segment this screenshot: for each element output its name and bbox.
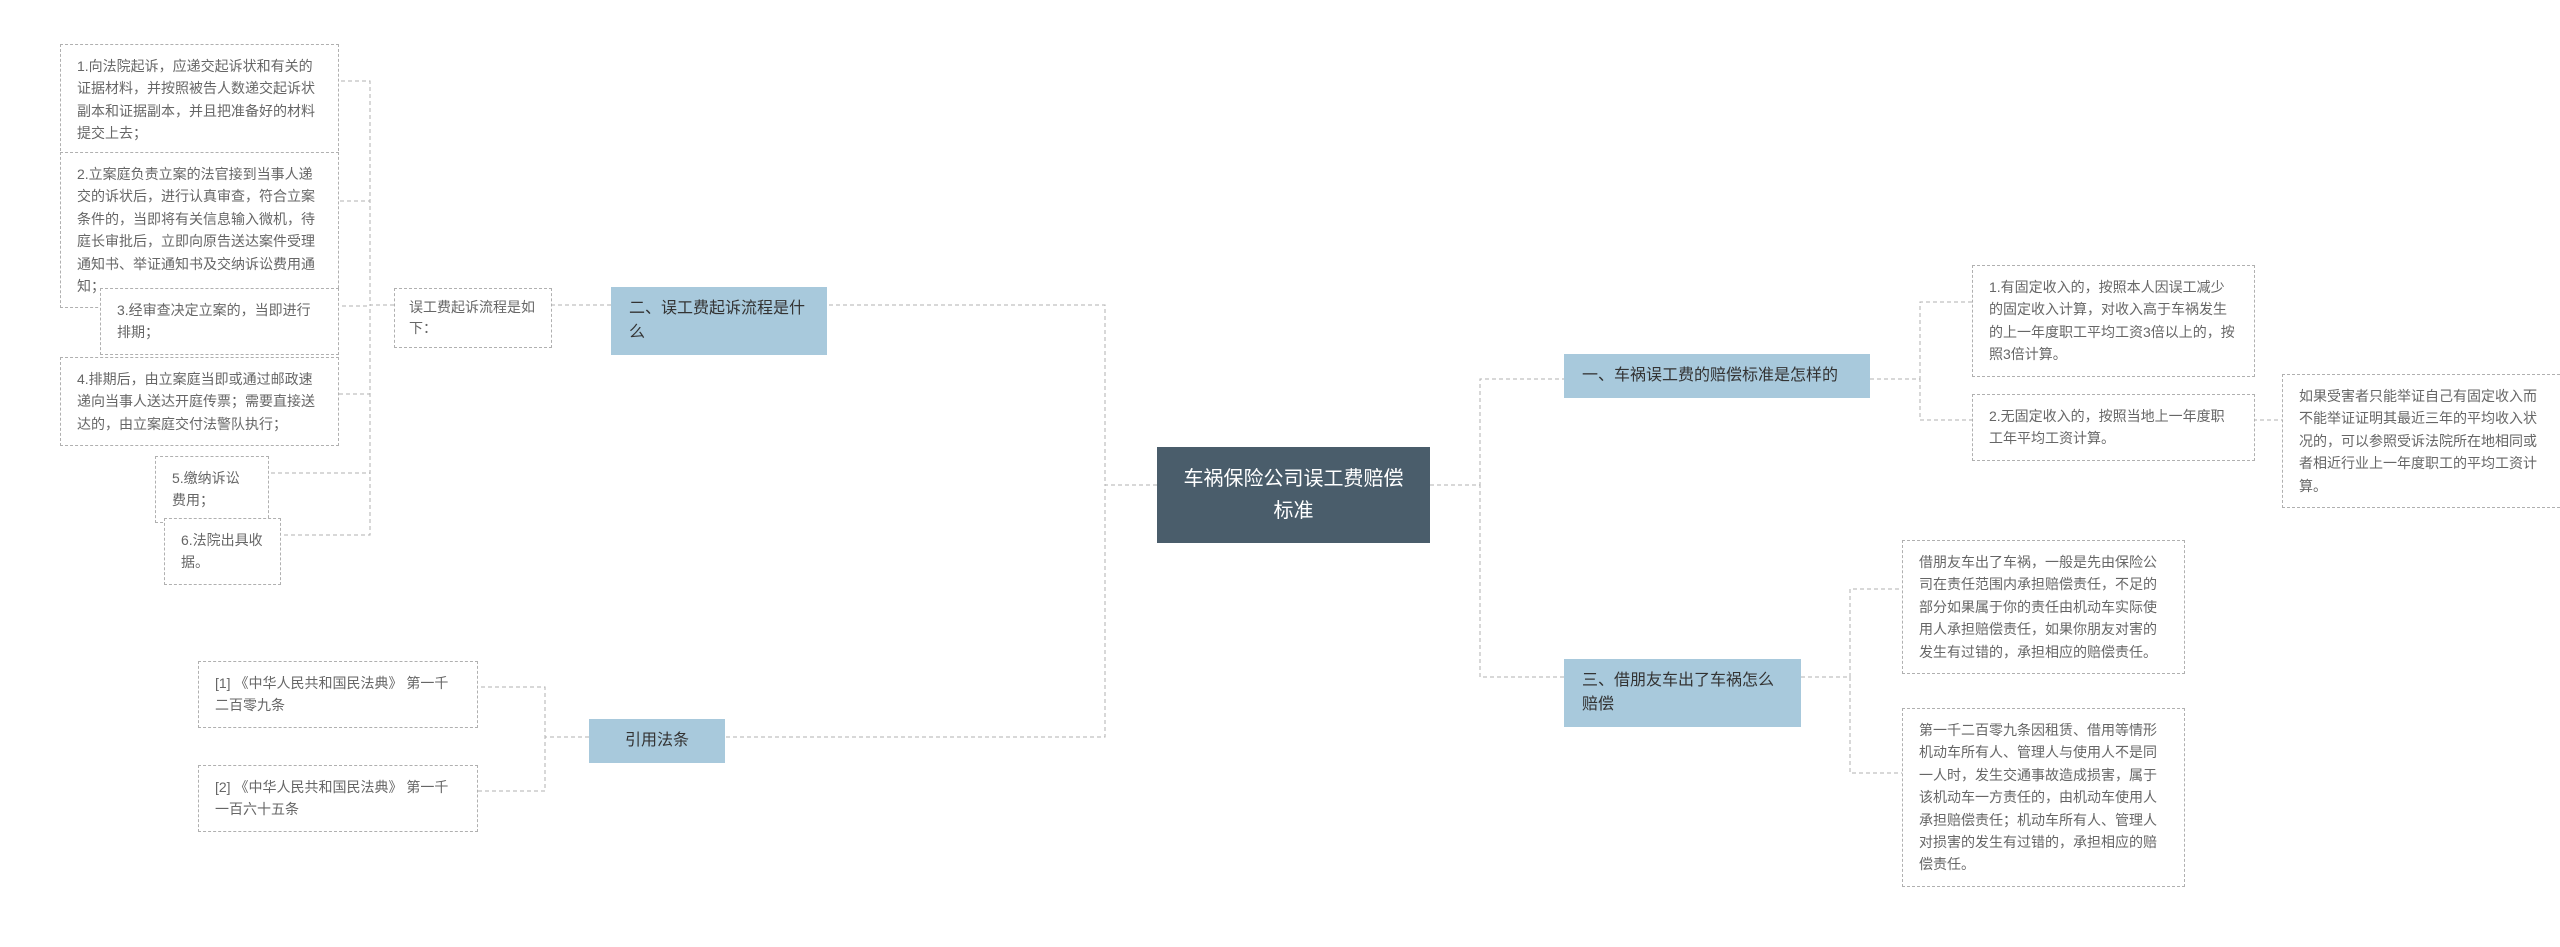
leaf-b2-2-text: 2.立案庭负责立案的法官接到当事人递交的诉状后，进行认真审查，符合立案条件的，当… [77, 166, 315, 294]
leaf-b2-4[interactable]: 4.排期后，由立案庭当即或通过邮政速递向当事人送达开庭传票；需要直接送达的，由立… [60, 357, 339, 446]
leaf-b4-2-text: [2] 《中华人民共和国民法典》 第一千一百六十五条 [215, 779, 448, 817]
leaf-b3-1[interactable]: 借朋友车出了车祸，一般是先由保险公司在责任范围内承担赔偿责任，不足的部分如果属于… [1902, 540, 2185, 674]
leaf-b1-2[interactable]: 2.无固定收入的，按照当地上一年度职工年平均工资计算。 [1972, 394, 2255, 461]
branch-4-text: 引用法条 [625, 732, 689, 749]
leaf-b4-1[interactable]: [1] 《中华人民共和国民法典》 第一千二百零九条 [198, 661, 478, 728]
branch-3-text: 三、借朋友车出了车祸怎么赔偿 [1582, 672, 1774, 713]
branch-2-text: 二、误工费起诉流程是什么 [629, 300, 805, 341]
leaf-b2-2[interactable]: 2.立案庭负责立案的法官接到当事人递交的诉状后，进行认真审查，符合立案条件的，当… [60, 152, 339, 308]
leaf-b2-6-text: 6.法院出具收据。 [181, 532, 263, 570]
leaf-b1-2-1[interactable]: 如果受害者只能举证自己有固定收入而不能举证证明其最近三年的平均收入状况的，可以参… [2282, 374, 2560, 508]
sub-b2[interactable]: 误工费起诉流程是如下： [394, 288, 552, 348]
root-text: 车祸保险公司误工费赔偿标准 [1184, 468, 1404, 522]
leaf-b2-6[interactable]: 6.法院出具收据。 [164, 518, 281, 585]
leaf-b2-4-text: 4.排期后，由立案庭当即或通过邮政速递向当事人送达开庭传票；需要直接送达的，由立… [77, 371, 315, 432]
branch-2[interactable]: 二、误工费起诉流程是什么 [611, 287, 827, 355]
leaf-b1-2-1-text: 如果受害者只能举证自己有固定收入而不能举证证明其最近三年的平均收入状况的，可以参… [2299, 388, 2537, 494]
leaf-b2-3[interactable]: 3.经审查决定立案的，当即进行排期； [100, 288, 339, 355]
branch-4[interactable]: 引用法条 [589, 719, 725, 763]
leaf-b1-1[interactable]: 1.有固定收入的，按照本人因误工减少的固定收入计算，对收入高于车祸发生的上一年度… [1972, 265, 2255, 377]
leaf-b3-2-text: 第一千二百零九条因租赁、借用等情形机动车所有人、管理人与使用人不是同一人时，发生… [1919, 722, 2157, 872]
root-node[interactable]: 车祸保险公司误工费赔偿标准 [1157, 447, 1430, 543]
branch-1[interactable]: 一、车祸误工费的赔偿标准是怎样的 [1564, 354, 1870, 398]
branch-3[interactable]: 三、借朋友车出了车祸怎么赔偿 [1564, 659, 1801, 727]
leaf-b2-1[interactable]: 1.向法院起诉，应递交起诉状和有关的证据材料，并按照被告人数递交起诉状副本和证据… [60, 44, 339, 156]
leaf-b1-1-text: 1.有固定收入的，按照本人因误工减少的固定收入计算，对收入高于车祸发生的上一年度… [1989, 279, 2235, 362]
leaf-b4-1-text: [1] 《中华人民共和国民法典》 第一千二百零九条 [215, 675, 448, 713]
leaf-b2-5[interactable]: 5.缴纳诉讼费用； [155, 456, 269, 523]
leaf-b4-2[interactable]: [2] 《中华人民共和国民法典》 第一千一百六十五条 [198, 765, 478, 832]
leaf-b2-1-text: 1.向法院起诉，应递交起诉状和有关的证据材料，并按照被告人数递交起诉状副本和证据… [77, 58, 315, 141]
leaf-b3-1-text: 借朋友车出了车祸，一般是先由保险公司在责任范围内承担赔偿责任，不足的部分如果属于… [1919, 554, 2157, 660]
leaf-b2-5-text: 5.缴纳诉讼费用； [172, 470, 240, 508]
leaf-b1-2-text: 2.无固定收入的，按照当地上一年度职工年平均工资计算。 [1989, 408, 2225, 446]
sub-b2-text: 误工费起诉流程是如下： [409, 299, 535, 336]
branch-1-text: 一、车祸误工费的赔偿标准是怎样的 [1582, 367, 1838, 384]
leaf-b2-3-text: 3.经审查决定立案的，当即进行排期； [117, 302, 311, 340]
leaf-b3-2[interactable]: 第一千二百零九条因租赁、借用等情形机动车所有人、管理人与使用人不是同一人时，发生… [1902, 708, 2185, 887]
